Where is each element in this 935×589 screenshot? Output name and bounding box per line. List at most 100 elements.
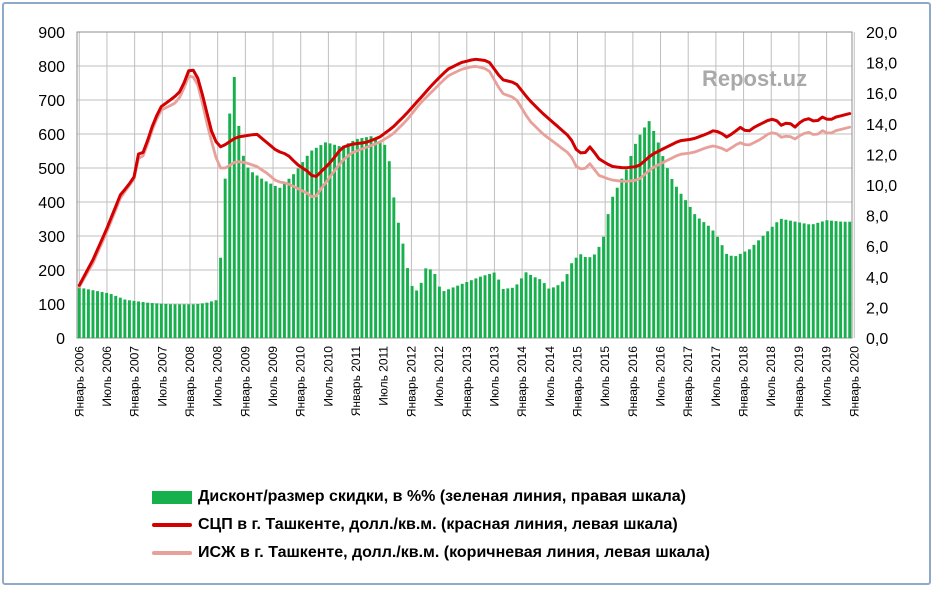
- discount-bar: [693, 214, 697, 338]
- discount-bar: [137, 301, 141, 338]
- y-right-tick-label: 6,0: [866, 239, 888, 256]
- discount-bar: [702, 222, 706, 338]
- y-right-tick-label: 2,0: [866, 300, 888, 317]
- discount-bar: [287, 178, 291, 338]
- x-tick-label: Январь 2009: [238, 346, 252, 417]
- discount-bar: [442, 291, 446, 338]
- legend-swatch-green-bar: [152, 490, 192, 504]
- discount-bar: [734, 256, 738, 338]
- y-right-tick-label: 0,0: [866, 331, 888, 348]
- discount-bar: [720, 245, 724, 338]
- discount-bar: [488, 273, 492, 338]
- discount-bar: [118, 297, 122, 338]
- legend-swatch-pink-line: [152, 551, 192, 555]
- discount-bar: [273, 185, 277, 338]
- x-tick-label: Июль 2018: [764, 346, 778, 407]
- y-right-tick-label: 18,0: [866, 56, 897, 73]
- discount-bar: [437, 286, 441, 338]
- discount-bar: [260, 178, 264, 338]
- discount-bar: [729, 255, 733, 338]
- discount-bar: [278, 187, 282, 338]
- discount-bar: [497, 279, 501, 338]
- x-tick-label: Июль 2008: [211, 346, 225, 407]
- y-left-tick-label: 900: [38, 25, 65, 42]
- discount-bar: [178, 304, 182, 338]
- discount-bar: [520, 278, 523, 338]
- x-tick-label: Январь 2015: [570, 346, 584, 417]
- discount-bar: [515, 284, 519, 338]
- y-right-tick-label: 4,0: [866, 270, 888, 287]
- discount-bar: [529, 274, 533, 338]
- discount-bar: [839, 221, 843, 338]
- x-tick-label: Июль 2014: [543, 346, 557, 407]
- discount-bar: [784, 219, 788, 338]
- discount-bar: [834, 221, 838, 338]
- x-tick-label: Январь 2020: [847, 346, 861, 417]
- discount-bar: [164, 303, 168, 338]
- discount-bar: [670, 178, 674, 338]
- discount-bar: [424, 268, 428, 338]
- discount-bar: [460, 283, 464, 338]
- discount-bar: [365, 137, 368, 338]
- discount-bar: [665, 168, 669, 338]
- discount-bar: [602, 236, 606, 338]
- discount-bar: [109, 294, 113, 338]
- discount-bar: [255, 175, 259, 338]
- discount-bar: [305, 155, 309, 338]
- discount-bar: [182, 304, 186, 338]
- x-tick-label: Июль 2017: [709, 346, 723, 407]
- discount-bar: [237, 125, 241, 338]
- discount-bar: [565, 274, 569, 338]
- discount-bar: [223, 178, 227, 338]
- discount-bar: [86, 289, 90, 338]
- discount-bar: [451, 287, 455, 338]
- discount-bar: [428, 269, 432, 338]
- discount-bar: [556, 285, 560, 338]
- x-tick-label: Июль 2015: [598, 346, 612, 407]
- discount-bar: [214, 300, 218, 338]
- discount-bar: [314, 147, 318, 338]
- x-tick-label: Январь 2010: [294, 346, 308, 417]
- discount-bar: [757, 240, 761, 338]
- discount-bar: [688, 206, 692, 338]
- discount-bar: [551, 287, 555, 338]
- discount-bar: [123, 299, 127, 338]
- x-tick-label: Июль 2006: [100, 346, 114, 407]
- discount-bar: [301, 162, 305, 338]
- discount-bar: [205, 302, 209, 338]
- discount-bar: [656, 142, 660, 338]
- discount-bar: [360, 138, 364, 338]
- discount-bar: [465, 282, 469, 338]
- discount-bar: [150, 303, 154, 338]
- x-tick-label: Январь 2016: [626, 346, 640, 417]
- x-tick-label: Январь 2007: [128, 346, 142, 417]
- discount-bar: [447, 289, 451, 338]
- discount-bar: [456, 285, 460, 338]
- discount-bar: [210, 301, 213, 338]
- isj-price-line: [77, 64, 852, 289]
- discount-bar: [802, 223, 806, 338]
- discount-bar: [159, 303, 163, 338]
- discount-bar: [779, 218, 783, 338]
- discount-bar: [369, 136, 373, 338]
- discount-bar: [766, 231, 770, 338]
- discount-bar: [820, 221, 824, 338]
- x-tick-label: Июль 2007: [155, 346, 169, 407]
- legend-item-discount: Дисконт/размер скидки, в %% (зеленая лин…: [152, 483, 852, 511]
- y-left-tick-label: 600: [38, 127, 65, 144]
- x-tick-label: Июль 2011: [377, 346, 391, 406]
- x-tick-label: Июль 2013: [487, 346, 501, 407]
- discount-bar: [387, 161, 391, 338]
- y-left-tick-label: 400: [38, 195, 65, 212]
- discount-bar: [788, 220, 792, 338]
- discount-bar: [725, 253, 729, 338]
- discount-bar: [474, 278, 478, 338]
- discount-bar: [592, 254, 596, 338]
- discount-bar: [173, 304, 177, 338]
- discount-bar: [200, 303, 204, 338]
- discount-bar: [196, 303, 200, 338]
- discount-bar: [807, 224, 811, 338]
- discount-bar: [342, 145, 346, 338]
- discount-bar: [843, 221, 847, 338]
- discount-bar: [629, 155, 633, 338]
